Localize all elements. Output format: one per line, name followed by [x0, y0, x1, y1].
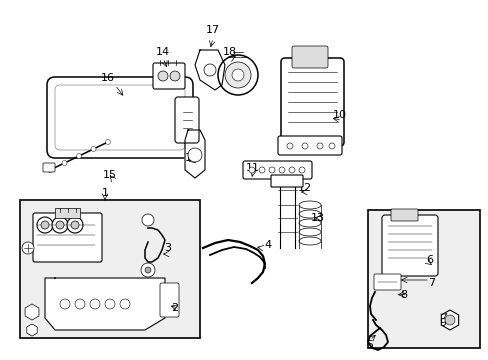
- Circle shape: [22, 242, 34, 254]
- Circle shape: [105, 299, 115, 309]
- Circle shape: [203, 64, 216, 76]
- Circle shape: [60, 299, 70, 309]
- Circle shape: [218, 55, 258, 95]
- Text: 17: 17: [205, 25, 220, 35]
- FancyBboxPatch shape: [291, 46, 327, 68]
- Text: 3: 3: [164, 243, 171, 253]
- Circle shape: [259, 167, 264, 173]
- Text: 13: 13: [310, 213, 325, 223]
- Circle shape: [316, 143, 323, 149]
- Circle shape: [41, 221, 49, 229]
- Text: 9: 9: [439, 318, 446, 328]
- Text: 12: 12: [297, 183, 311, 193]
- Text: 4: 4: [264, 240, 271, 250]
- FancyBboxPatch shape: [281, 58, 343, 146]
- FancyBboxPatch shape: [153, 63, 184, 89]
- Circle shape: [141, 263, 155, 277]
- Bar: [367, 210, 479, 348]
- Circle shape: [298, 167, 305, 173]
- Circle shape: [76, 153, 81, 158]
- Circle shape: [302, 143, 307, 149]
- FancyBboxPatch shape: [175, 97, 199, 143]
- Circle shape: [288, 167, 294, 173]
- Bar: [20, 200, 200, 338]
- Circle shape: [71, 221, 79, 229]
- Circle shape: [248, 167, 254, 173]
- Circle shape: [268, 167, 274, 173]
- Circle shape: [145, 267, 151, 273]
- Polygon shape: [184, 130, 204, 178]
- FancyBboxPatch shape: [278, 136, 341, 155]
- Circle shape: [56, 221, 64, 229]
- Circle shape: [75, 299, 85, 309]
- Circle shape: [286, 143, 292, 149]
- Circle shape: [90, 299, 100, 309]
- Text: 19: 19: [184, 153, 199, 163]
- Text: 7: 7: [427, 278, 435, 288]
- Text: 6: 6: [426, 255, 433, 265]
- FancyBboxPatch shape: [47, 77, 193, 158]
- Text: 18: 18: [223, 47, 237, 57]
- Circle shape: [231, 69, 244, 81]
- FancyBboxPatch shape: [390, 209, 417, 221]
- Text: 11: 11: [245, 163, 260, 173]
- FancyBboxPatch shape: [33, 213, 102, 262]
- Polygon shape: [195, 50, 224, 90]
- FancyBboxPatch shape: [43, 163, 55, 172]
- FancyBboxPatch shape: [270, 175, 303, 187]
- Circle shape: [105, 139, 110, 144]
- Circle shape: [37, 217, 53, 233]
- FancyBboxPatch shape: [373, 274, 400, 290]
- Text: 2: 2: [171, 303, 178, 313]
- Circle shape: [52, 217, 68, 233]
- Circle shape: [444, 315, 454, 325]
- Circle shape: [187, 148, 202, 162]
- Text: 16: 16: [101, 73, 115, 83]
- Circle shape: [328, 143, 334, 149]
- Circle shape: [142, 214, 154, 226]
- Circle shape: [170, 71, 180, 81]
- Text: 5: 5: [366, 340, 373, 350]
- FancyBboxPatch shape: [381, 215, 437, 276]
- Circle shape: [62, 161, 67, 166]
- Text: 8: 8: [400, 290, 407, 300]
- Bar: [55, 208, 80, 218]
- Circle shape: [279, 167, 285, 173]
- Circle shape: [120, 299, 130, 309]
- Text: 1: 1: [102, 188, 108, 198]
- Circle shape: [47, 167, 52, 172]
- Circle shape: [158, 71, 168, 81]
- Text: 10: 10: [332, 110, 346, 120]
- FancyBboxPatch shape: [243, 161, 311, 179]
- FancyBboxPatch shape: [160, 283, 179, 317]
- Circle shape: [224, 62, 250, 88]
- Text: 14: 14: [156, 47, 170, 57]
- Polygon shape: [45, 278, 164, 330]
- Circle shape: [91, 147, 96, 152]
- Text: 15: 15: [103, 170, 117, 180]
- Circle shape: [67, 217, 83, 233]
